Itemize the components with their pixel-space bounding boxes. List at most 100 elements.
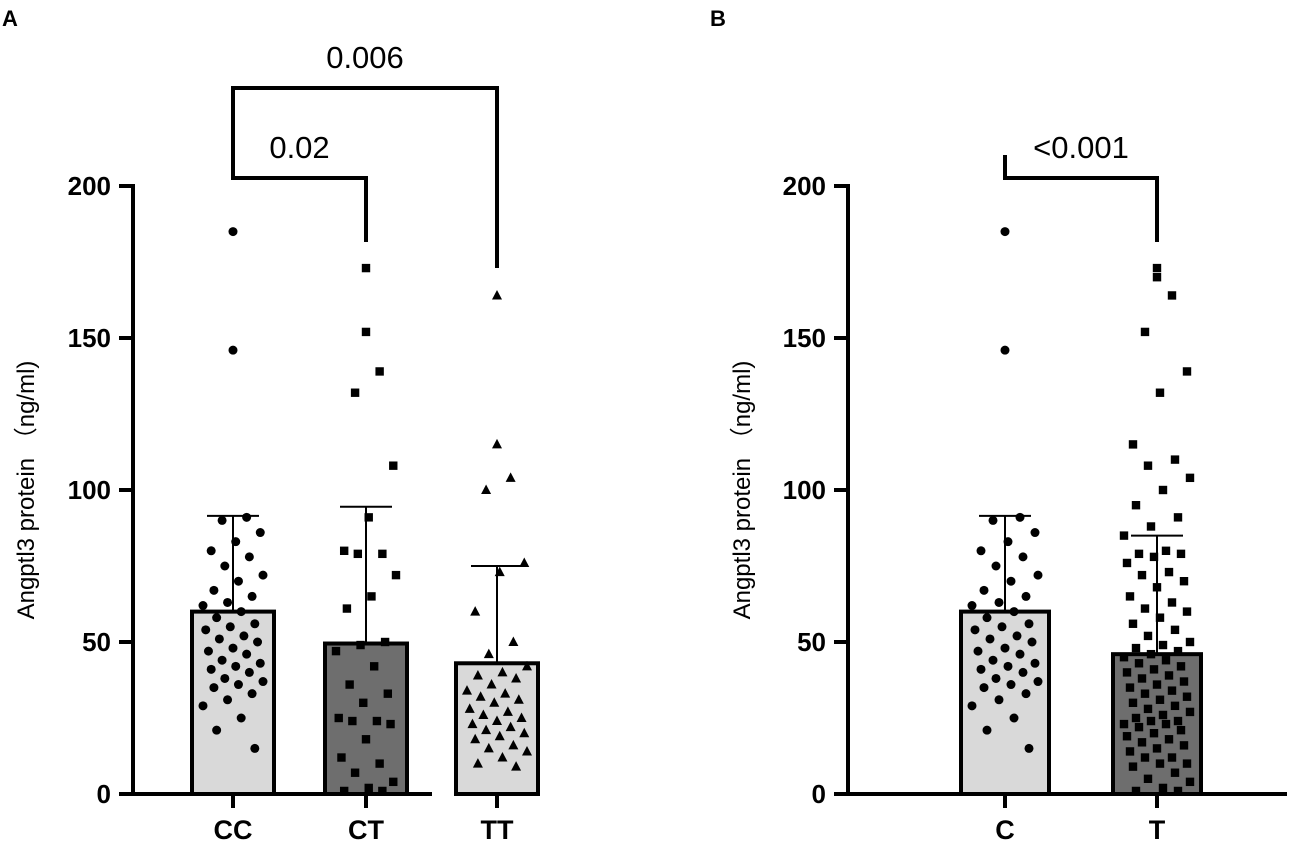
data-point-C <box>997 622 1007 632</box>
data-point-T <box>1155 613 1165 622</box>
data-point-CT <box>369 662 379 671</box>
data-point-T <box>1137 674 1147 683</box>
data-point-T <box>1152 744 1162 753</box>
data-point-T <box>1149 665 1159 674</box>
data-point-TT <box>481 724 492 735</box>
data-point-T <box>1167 686 1177 695</box>
data-point-C <box>1021 689 1031 699</box>
panel-a-label: A <box>2 6 18 31</box>
y-tick-label: 0 <box>97 779 111 809</box>
data-point-TT <box>516 712 527 722</box>
data-point-T <box>1131 501 1141 510</box>
data-point-TT <box>478 709 489 719</box>
data-point-T <box>1149 552 1159 562</box>
data-point-CC <box>220 561 230 571</box>
data-point-CC <box>228 643 238 653</box>
data-point-T <box>1122 668 1132 677</box>
data-point-CT <box>375 759 384 768</box>
data-point-CT <box>364 513 373 522</box>
data-point-CC <box>255 528 265 538</box>
data-point-TT <box>522 660 532 671</box>
data-point-C <box>982 725 992 735</box>
data-point-CC <box>231 661 241 671</box>
data-point-T <box>1158 640 1168 650</box>
data-point-CT <box>378 549 387 559</box>
data-point-CC <box>228 345 238 355</box>
data-point-C <box>976 664 986 674</box>
y-tick-label: 150 <box>68 323 111 353</box>
data-point-TT <box>502 706 513 716</box>
data-point-C <box>967 601 977 611</box>
data-point-CC <box>244 552 254 562</box>
data-point-TT <box>475 691 486 701</box>
data-point-T <box>1161 546 1171 555</box>
data-point-C <box>1024 619 1034 629</box>
x-tick-label-C: C <box>995 815 1015 845</box>
significance-bracket <box>231 86 499 268</box>
data-point-CT <box>364 783 373 793</box>
data-point-T <box>1185 777 1195 787</box>
data-point-T <box>1134 722 1144 732</box>
data-point-CC <box>242 649 252 659</box>
data-point-TT <box>481 484 492 494</box>
data-point-C <box>1006 576 1016 586</box>
data-point-TT <box>519 727 530 738</box>
data-point-CT <box>337 753 346 762</box>
x-tick-label-CT: CT <box>348 815 384 845</box>
y-tick-label: 150 <box>783 323 826 353</box>
data-point-CC <box>242 512 252 522</box>
data-point-C <box>988 515 998 525</box>
data-point-TT <box>505 472 516 482</box>
data-point-C <box>1012 631 1022 641</box>
data-point-TT <box>508 636 519 646</box>
data-point-TT <box>467 718 478 729</box>
data-point-T <box>1182 367 1192 376</box>
data-point-T <box>1128 698 1138 707</box>
data-point-T <box>1179 741 1189 750</box>
data-point-C <box>991 673 1001 683</box>
data-point-CC <box>223 695 233 705</box>
data-point-CT <box>367 592 376 601</box>
data-point-T <box>1125 683 1135 692</box>
data-point-T <box>1143 704 1153 714</box>
data-point-CC <box>209 585 219 595</box>
data-point-C <box>991 561 1001 571</box>
data-point-CC <box>247 689 257 699</box>
data-point-TT <box>472 669 483 680</box>
data-point-CT <box>378 786 387 796</box>
data-point-CT <box>361 327 371 337</box>
data-point-CT <box>356 640 365 650</box>
data-point-C <box>1015 512 1025 522</box>
data-point-TT <box>522 745 532 756</box>
data-point-T <box>1152 680 1162 689</box>
data-point-C <box>1033 570 1043 580</box>
data-point-T <box>1167 598 1177 607</box>
data-point-C <box>1024 743 1034 753</box>
y-tick-label: 200 <box>783 171 826 201</box>
data-point-T <box>1128 619 1138 628</box>
data-point-T <box>1182 759 1192 768</box>
data-point-C <box>1018 667 1028 677</box>
data-point-CT <box>350 768 360 777</box>
data-point-C <box>979 683 989 693</box>
data-point-CT <box>353 549 363 559</box>
data-point-C <box>979 585 989 595</box>
panel-a: A Angptl3 protein （ng/ml) 0 50 100 150 200 CC… <box>2 6 540 845</box>
data-point-C <box>982 613 992 623</box>
data-point-T <box>1167 753 1177 762</box>
data-point-T <box>1158 485 1168 495</box>
data-point-C <box>1003 661 1013 671</box>
data-point-CT <box>391 570 401 580</box>
data-point-T <box>1170 701 1180 711</box>
data-point-T <box>1146 649 1156 659</box>
data-point-CC <box>250 619 260 629</box>
data-point-C <box>1000 345 1010 355</box>
data-point-TT <box>492 438 502 449</box>
data-point-C <box>976 546 986 556</box>
data-point-T <box>1143 461 1153 470</box>
y-tick-label: 50 <box>82 627 111 657</box>
data-point-CC <box>236 713 246 723</box>
p-value-label: 0.02 <box>269 130 329 165</box>
x-tick-label-TT: TT <box>481 815 514 845</box>
data-point-TT <box>464 703 475 713</box>
